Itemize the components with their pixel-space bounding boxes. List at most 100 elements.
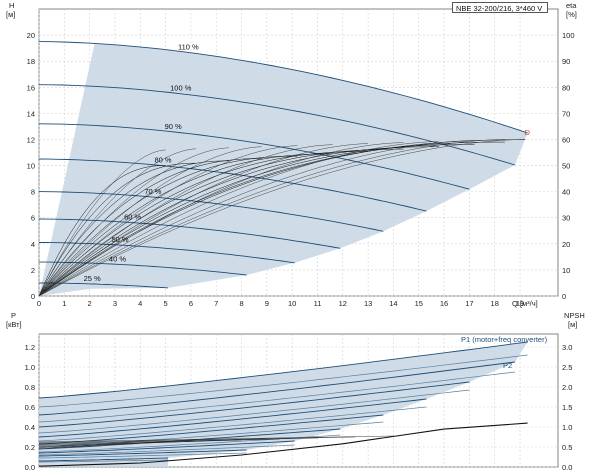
npsh-axis-label: NPSH (564, 311, 585, 320)
eta-axis-label: eta (566, 1, 577, 10)
speed-curve-labels: 110 % 100 % 90 % 80 % 70 % 60 % 50 % 40 % 25 % (84, 42, 199, 283)
eta-y-tick: 10 (562, 266, 570, 275)
p2-series-label: P2 (503, 361, 512, 370)
npsh-y-tick: 2.5 (562, 363, 572, 372)
head-x-tick: 12 (339, 299, 347, 308)
head-speed-curve (38, 123, 470, 190)
npsh-curve (38, 422, 528, 467)
head-x-tick-labels: 0 1 2 3 4 5 6 7 8 9 10 11 12 13 14 15 16 17 18 19 (37, 299, 524, 308)
efficiency-curve (38, 139, 526, 297)
p1-power-curve (38, 449, 247, 457)
power-y-tick: 1.2 (25, 343, 35, 352)
head-x-tick: 3 (113, 299, 117, 308)
efficiency-curve (38, 142, 404, 297)
npsh-y-tick: 1.5 (562, 403, 572, 412)
speed-curve-label: 80 % (154, 156, 171, 165)
head-x-tick: 0 (37, 299, 41, 308)
p1-power-curve (38, 381, 470, 428)
p2-power-curve (38, 421, 384, 448)
npsh-y-tick-labels: 0.0 0.5 1.0 1.5 2.0 2.5 3.0 (562, 343, 572, 472)
p1-series-label: P1 (motor+freq converter) (461, 335, 548, 344)
power-y-tick: 0.0 (25, 463, 35, 472)
speed-curve-label: 110 % (178, 42, 199, 51)
head-x-tick: 14 (389, 299, 397, 308)
efficiency-curve (38, 148, 197, 297)
efficiency-curves (38, 139, 526, 297)
speed-curve-label: 90 % (165, 122, 182, 131)
eta-y-tick-labels: 0 10 20 30 40 50 60 70 80 90 100 (562, 31, 575, 301)
head-speed-curve (38, 41, 528, 134)
head-axis-unit: [м] (6, 10, 15, 19)
flow-axis-label: Q [м³/ч] (512, 299, 538, 308)
eta-y-tick: 30 (562, 214, 570, 223)
power-curve-low (38, 438, 280, 446)
npsh-y-tick: 2.0 (562, 383, 572, 392)
eta-y-tick: 70 (562, 109, 570, 118)
efficiency-curve (38, 141, 505, 297)
power-curve-low (38, 435, 394, 443)
power-y-tick: 0.2 (25, 443, 35, 452)
head-speed-curve (38, 191, 384, 232)
head-x-tick: 5 (163, 299, 167, 308)
head-y-tick: 10 (27, 162, 35, 171)
p2-power-curve (39, 459, 169, 463)
efficiency-curve (38, 151, 369, 297)
npsh-y-tick: 1.0 (562, 423, 572, 432)
power-panel: 0.0 0.2 0.4 0.6 0.8 1.0 1.2 0.0 0.5 1.0 1.5 2.0 2.5… (6, 311, 585, 472)
p2-power-curve (38, 452, 247, 459)
efficiency-curve (38, 147, 229, 297)
head-x-tick: 7 (214, 299, 218, 308)
power-y-tick: 0.6 (25, 403, 35, 412)
npsh-y-tick: 0.5 (562, 443, 572, 452)
head-y-tick: 4 (31, 240, 35, 249)
head-y-tick: 6 (31, 214, 35, 223)
speed-curve-label: 40 % (109, 254, 126, 263)
head-x-tick: 9 (265, 299, 269, 308)
head-speed-curve (38, 84, 516, 166)
head-speed-curve (39, 242, 295, 264)
eta-y-tick: 90 (562, 57, 570, 66)
head-y-tick: 12 (27, 135, 35, 144)
efficiency-curve (38, 140, 475, 297)
efficiency-curve (38, 155, 298, 297)
eta-y-tick: 50 (562, 162, 570, 171)
npsh-axis-unit: [м] (568, 320, 577, 329)
speed-curve-label: 50 % (111, 235, 128, 244)
efficiency-curve (38, 165, 166, 297)
efficiency-curve (38, 146, 262, 297)
eta-y-tick: 0 (562, 292, 566, 301)
head-x-tick: 4 (138, 299, 142, 308)
head-x-tick: 6 (189, 299, 193, 308)
head-y-tick: 20 (27, 31, 35, 40)
efficiency-curve (38, 146, 439, 297)
speed-curve-label: 100 % (170, 84, 192, 93)
head-axis-label: H (9, 1, 14, 10)
head-speed-curve (39, 261, 247, 276)
head-x-tick: 18 (491, 299, 499, 308)
head-x-tick: 8 (239, 299, 243, 308)
head-y-tick: 18 (27, 57, 35, 66)
head-y-tick: 2 (31, 266, 35, 275)
p1-power-curve (38, 440, 295, 454)
efficiency-curve (38, 160, 229, 297)
efficiency-curve (38, 148, 404, 297)
p1-power-curve (38, 398, 427, 438)
head-speed-curve (38, 218, 341, 249)
eta-y-tick: 40 (562, 188, 570, 197)
power-y-tick: 0.4 (25, 423, 35, 432)
efficiency-curve (38, 145, 298, 297)
npsh-y-tick: 0.0 (562, 463, 572, 472)
efficiency-curve (38, 143, 369, 297)
head-speed-curve (38, 158, 427, 212)
head-x-tick: 17 (465, 299, 473, 308)
speed-curve-label: 70 % (144, 187, 161, 196)
p2-power-curve (38, 354, 528, 408)
p2-power-curve (38, 371, 516, 423)
npsh-y-tick: 3.0 (562, 343, 572, 352)
p1-power-curve (38, 457, 169, 462)
eta-y-tick: 100 (562, 31, 575, 40)
efficiency-curve (38, 158, 262, 297)
p1-power-curve (38, 341, 528, 399)
head-x-tick: 13 (364, 299, 372, 308)
